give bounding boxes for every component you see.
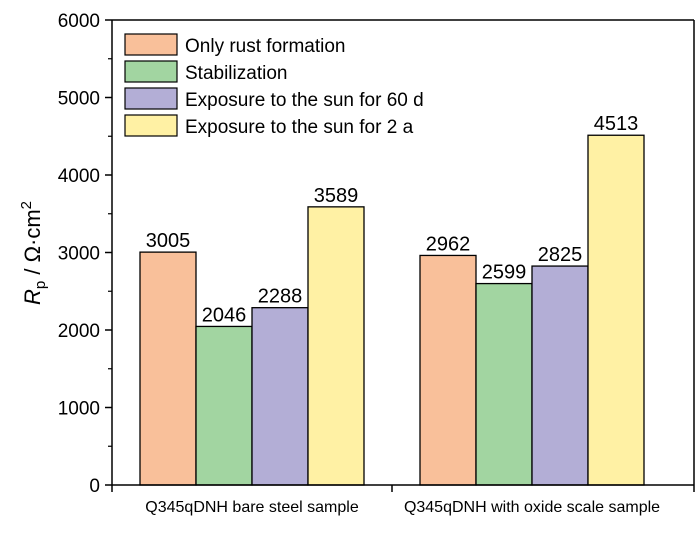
y-axis-title-main: R [20, 289, 45, 305]
y-tick-label-5: 4000 [58, 166, 100, 187]
bar-1-3 [251, 307, 309, 486]
bar-2-4 [587, 134, 645, 486]
y-axis-title: Rp / Ω·cm2 [18, 201, 49, 305]
y-tick-label-3: 2000 [58, 321, 100, 342]
bars-group [139, 134, 645, 486]
legend-swatch-3 [124, 87, 178, 110]
legend-label-4: Exposure to the sun for 2 a [185, 117, 414, 138]
y-axis-title-sup: 2 [18, 201, 35, 209]
legend-swatch-2 [124, 60, 178, 83]
y-tick-label-7: 6000 [58, 11, 100, 32]
y-axis-title-sub: p [32, 281, 49, 289]
axes-group: Q345qDNH bare steel sample Q345qDNH with … [58, 11, 695, 516]
data-label-2-3: 2825 [538, 244, 583, 266]
x-tick-label-1: Q345qDNH bare steel sample [145, 499, 359, 516]
bar-2-1 [419, 254, 477, 486]
y-tick-label-1: 0 [89, 476, 100, 497]
data-label-1-2: 2046 [202, 304, 247, 326]
bar-2-3 [531, 265, 589, 486]
y-tick-label-2: 1000 [58, 399, 100, 420]
legend: Only rust formation Stabilization Exposure… [124, 33, 424, 138]
data-label-1-4: 3589 [314, 185, 359, 207]
legend-swatch-1 [124, 33, 178, 56]
legend-label-2: Stabilization [185, 63, 287, 84]
bar-1-1 [139, 251, 197, 486]
data-label-2-1: 2962 [426, 233, 471, 255]
bar-2-2 [475, 282, 533, 486]
y-tick-label-6: 5000 [58, 89, 100, 110]
data-label-1-1: 3005 [146, 230, 191, 252]
x-tick-label-2: Q345qDNH with oxide scale sample [404, 499, 660, 516]
data-label-2-4: 4513 [594, 113, 639, 135]
data-labels-group: 3005 2046 2288 3589 2962 2599 2825 4513 [146, 113, 639, 326]
data-label-2-2: 2599 [482, 262, 527, 284]
y-tick-label-4: 3000 [58, 244, 100, 265]
y-axis-title-rest: / Ω·cm [20, 209, 45, 280]
bar-1-2 [195, 325, 253, 486]
legend-label-1: Only rust formation [185, 36, 346, 57]
data-label-1-3: 2288 [258, 286, 303, 308]
legend-label-3: Exposure to the sun for 60 d [185, 90, 424, 111]
bar-1-4 [307, 206, 365, 486]
legend-swatch-4 [124, 114, 178, 137]
